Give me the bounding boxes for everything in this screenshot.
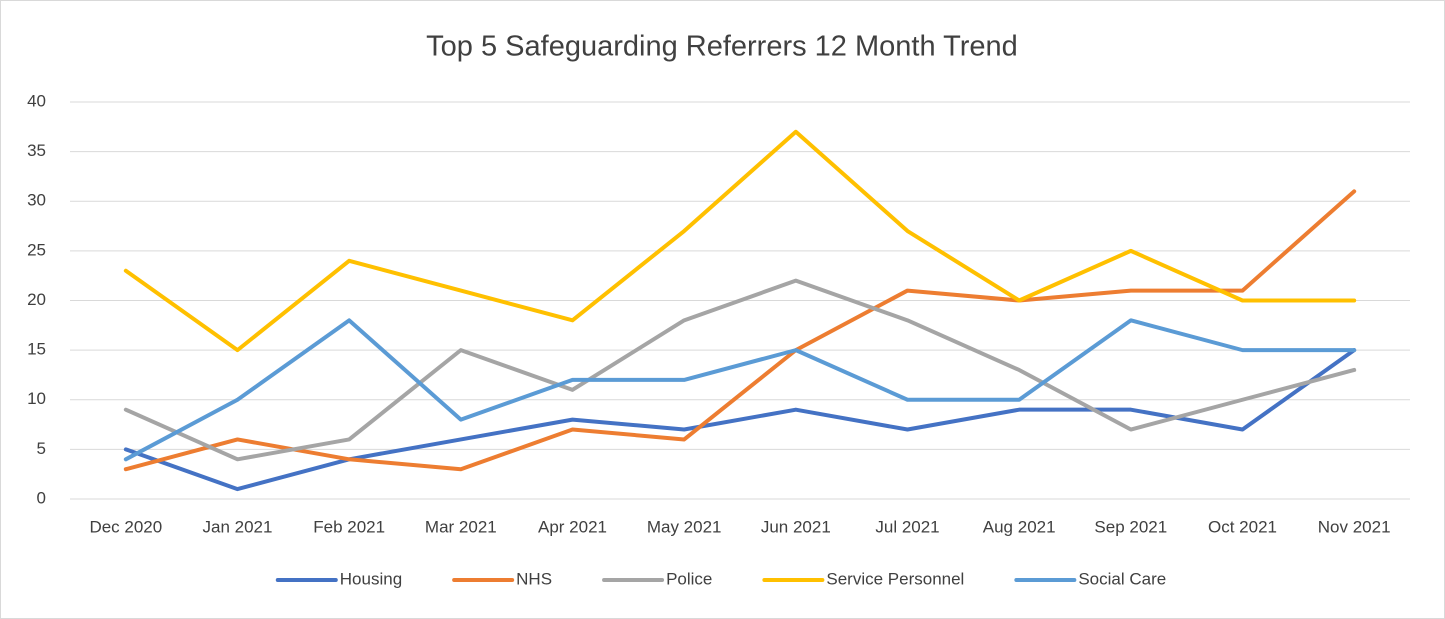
y-tick-label: 35 <box>27 141 46 160</box>
x-tick-label: Apr 2021 <box>538 517 607 536</box>
x-tick-label: Dec 2020 <box>89 517 162 536</box>
x-tick-label: May 2021 <box>647 517 722 536</box>
x-tick-label: Sep 2021 <box>1094 517 1167 536</box>
x-tick-label: Jul 2021 <box>875 517 939 536</box>
y-tick-label: 25 <box>27 240 46 259</box>
legend-label: Service Personnel <box>826 569 964 588</box>
y-tick-label: 5 <box>37 439 46 458</box>
legend-label: Social Care <box>1078 569 1166 588</box>
y-tick-label: 40 <box>27 91 46 110</box>
y-tick-label: 30 <box>27 191 46 210</box>
legend-label: NHS <box>516 569 552 588</box>
x-tick-label: Oct 2021 <box>1208 517 1277 536</box>
x-tick-label: Jan 2021 <box>203 517 273 536</box>
x-tick-label: Mar 2021 <box>425 517 497 536</box>
series-line <box>123 189 1357 472</box>
x-tick-label: Jun 2021 <box>761 517 831 536</box>
legend-label: Housing <box>340 569 402 588</box>
y-tick-label: 20 <box>27 290 46 309</box>
y-tick-label: 10 <box>27 389 46 408</box>
legend-label: Police <box>666 569 712 588</box>
series-line <box>123 278 1357 462</box>
series-line <box>123 129 1357 353</box>
chart-title: Top 5 Safeguarding Referrers 12 Month Tr… <box>426 31 1018 63</box>
series-line <box>123 348 1357 492</box>
x-tick-label: Feb 2021 <box>313 517 385 536</box>
x-tick-label: Aug 2021 <box>983 517 1056 536</box>
y-tick-label: 15 <box>27 340 46 359</box>
y-tick-label: 0 <box>37 488 46 507</box>
series-line <box>123 318 1357 462</box>
x-tick-label: Nov 2021 <box>1318 517 1391 536</box>
